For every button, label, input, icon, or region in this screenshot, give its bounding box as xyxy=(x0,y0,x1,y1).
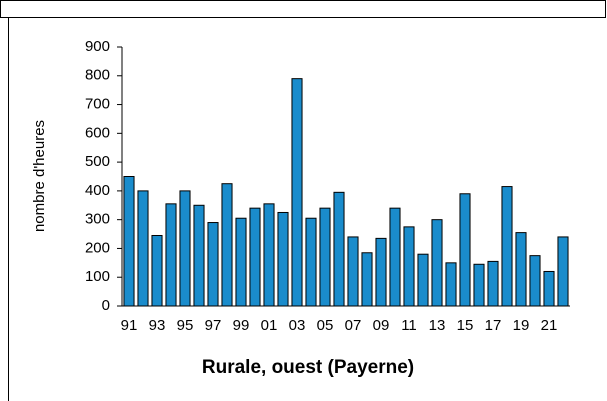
x-tick-label: 91 xyxy=(121,317,138,334)
bar xyxy=(361,252,373,307)
y-tick-label: 800 xyxy=(85,67,110,84)
x-tick-label: 17 xyxy=(485,317,502,334)
bar xyxy=(319,207,331,307)
bar xyxy=(431,219,443,307)
bar xyxy=(529,255,541,307)
x-tick-label: 03 xyxy=(289,317,306,334)
y-tick-label: 600 xyxy=(85,124,110,141)
bar xyxy=(515,232,527,307)
y-tick-label: 200 xyxy=(85,239,110,256)
x-tick-label: 93 xyxy=(149,317,166,334)
top-frame xyxy=(0,0,606,18)
bar xyxy=(123,176,135,307)
x-tick-label: 19 xyxy=(513,317,530,334)
y-tick-label: 100 xyxy=(85,268,110,285)
bar xyxy=(543,270,555,307)
bar xyxy=(473,263,485,307)
x-tick-label: 15 xyxy=(457,317,474,334)
bar xyxy=(165,203,177,307)
bar xyxy=(375,237,387,307)
x-tick-label: 09 xyxy=(373,317,390,334)
y-tick-label: 400 xyxy=(85,182,110,199)
x-tick-label: 13 xyxy=(429,317,446,334)
y-tick-label: 0 xyxy=(102,297,110,314)
bar xyxy=(193,204,205,307)
bar xyxy=(263,203,275,307)
bar xyxy=(179,190,191,307)
bar xyxy=(151,234,163,307)
x-tick-label: 01 xyxy=(261,317,278,334)
x-tick-label: 05 xyxy=(317,317,334,334)
x-tick-label: 99 xyxy=(233,317,250,334)
bar xyxy=(501,186,513,307)
y-axis-label: nombre d'heures xyxy=(31,120,48,232)
y-tick-label: 500 xyxy=(85,153,110,170)
bar xyxy=(305,217,317,307)
bar xyxy=(557,236,569,307)
x-tick-label: 97 xyxy=(205,317,222,334)
bar xyxy=(333,191,345,307)
bar xyxy=(249,207,261,307)
y-tick-label: 900 xyxy=(85,38,110,55)
bar xyxy=(137,190,149,307)
bar xyxy=(347,236,359,307)
x-tick-label: 11 xyxy=(401,317,417,334)
bar xyxy=(221,183,233,307)
bar xyxy=(277,211,289,307)
bar xyxy=(291,78,303,307)
x-tick-label: 95 xyxy=(177,317,194,334)
bar xyxy=(403,226,415,307)
bar xyxy=(445,262,457,307)
bar xyxy=(459,193,471,307)
bar xyxy=(417,253,429,307)
x-tick-label: 07 xyxy=(345,317,362,334)
chart-title: Rurale, ouest (Payerne) xyxy=(202,357,414,378)
x-tick-label: 21 xyxy=(541,317,558,334)
bar xyxy=(207,222,219,307)
bar xyxy=(235,217,247,307)
y-tick-label: 700 xyxy=(85,96,110,113)
bar xyxy=(389,207,401,307)
y-tick-label: 300 xyxy=(85,211,110,228)
bar xyxy=(487,260,499,307)
